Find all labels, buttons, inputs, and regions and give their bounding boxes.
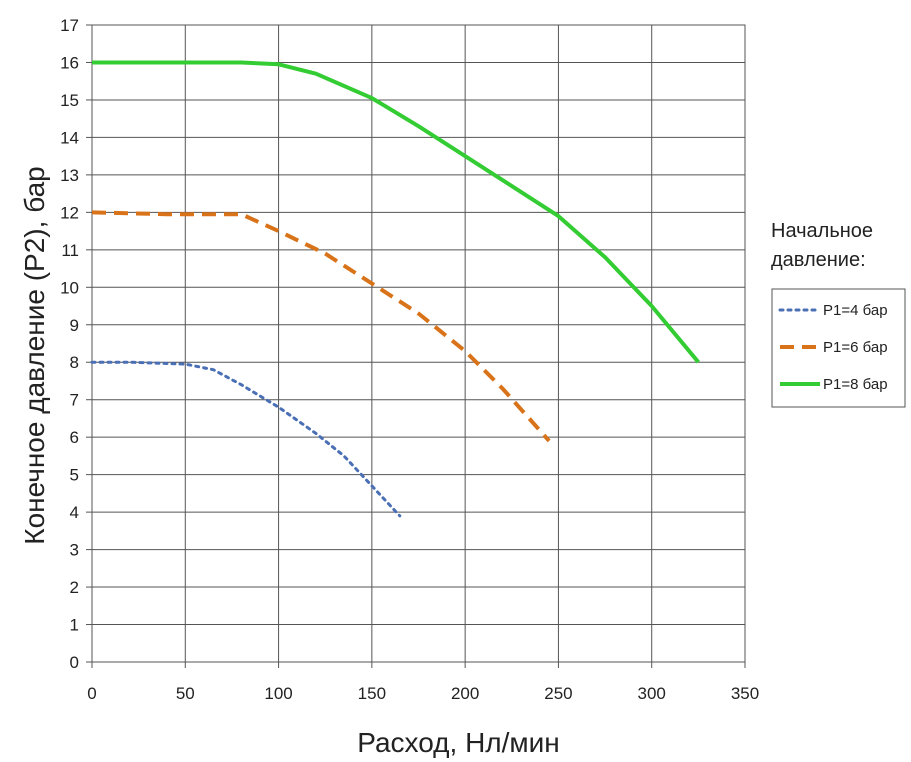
legend-entry-p1-6: P1=6 бар xyxy=(823,339,888,356)
y-tick-label: 9 xyxy=(70,316,79,335)
y-tick-label: 4 xyxy=(70,503,79,522)
x-axis-label: Расход, Нл/мин xyxy=(357,727,560,758)
x-tick-label: 300 xyxy=(638,684,666,703)
y-tick-label: 15 xyxy=(60,91,79,110)
y-axis-label: Конечное давление (P2), бар xyxy=(19,166,50,544)
y-tick-label: 5 xyxy=(70,466,79,485)
y-tick-label: 17 xyxy=(60,16,79,35)
x-tick-label: 200 xyxy=(451,684,479,703)
x-tick-label: 50 xyxy=(176,684,195,703)
y-tick-label: 0 xyxy=(70,653,79,672)
legend: Начальное давление: P1=4 бар P1=6 бар P1… xyxy=(771,220,906,408)
x-tick-label: 350 xyxy=(731,684,759,703)
series-line-p1-4 xyxy=(90,360,402,518)
x-tick-label: 100 xyxy=(264,684,292,703)
x-tick-label: 250 xyxy=(544,684,572,703)
y-tick-label: 11 xyxy=(61,241,79,260)
series-line-p1-6 xyxy=(91,210,551,443)
y-tick-label: 6 xyxy=(70,428,79,447)
y-tick-label: 3 xyxy=(70,541,79,560)
y-tick-label: 10 xyxy=(60,278,79,297)
y-tick-label: 1 xyxy=(70,616,79,635)
y-tick-label: 2 xyxy=(70,578,79,597)
x-tick-label: 0 xyxy=(87,684,96,703)
grid xyxy=(86,24,746,668)
legend-title-line-1: Начальное xyxy=(771,220,873,242)
legend-entry-p1-8: P1=8 бар xyxy=(823,376,888,393)
series-lines xyxy=(90,60,700,518)
y-tick-label: 14 xyxy=(60,128,79,147)
y-tick-label: 13 xyxy=(60,166,79,185)
series-line-p1-8 xyxy=(92,60,700,364)
legend-box xyxy=(771,288,906,408)
y-tick-label: 16 xyxy=(60,53,79,72)
y-tick-label: 8 xyxy=(70,353,79,372)
x-tick-label: 150 xyxy=(358,684,386,703)
legend-entry-p1-4: P1=4 бар xyxy=(823,302,888,319)
legend-title-line-2: давление: xyxy=(771,249,866,271)
y-tick-label: 7 xyxy=(70,391,79,410)
y-tick-label: 12 xyxy=(60,203,79,222)
plot-area-border xyxy=(91,24,746,663)
